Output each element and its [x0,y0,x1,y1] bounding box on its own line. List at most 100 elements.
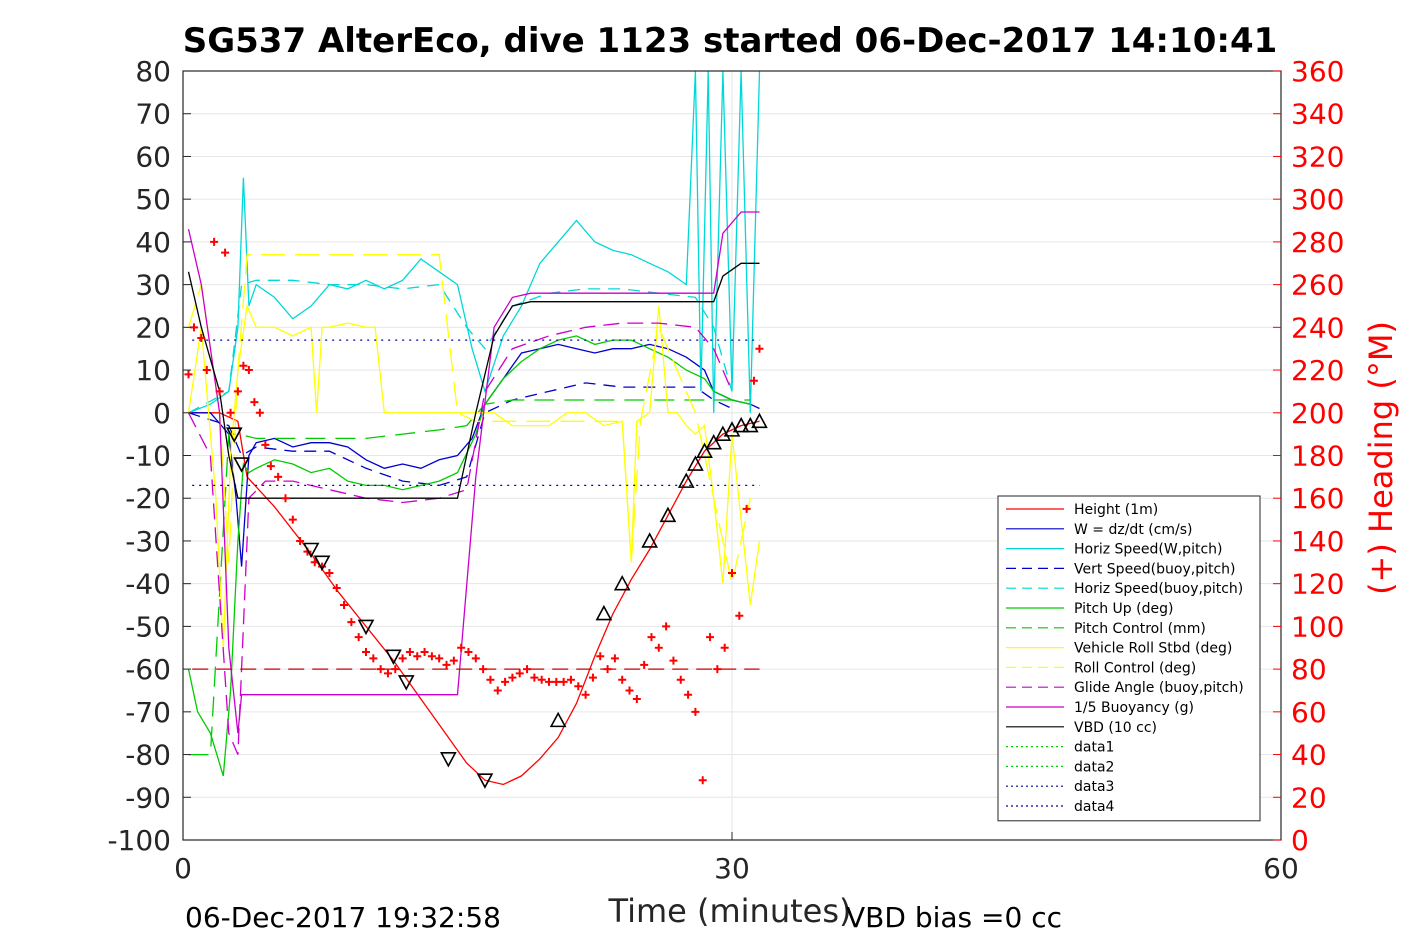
series-line-horiz-speed-w-pitch [188,71,761,414]
right-tick-label: 220 [1291,354,1344,387]
dive-marker [357,619,375,636]
right-tick-label: 40 [1291,739,1327,772]
dive-marker [677,472,695,488]
right-axis-label: (+) Heading (°M) [1362,321,1400,595]
left-tick-label: 30 [135,269,171,302]
heading-point [435,654,444,663]
series-lines [187,71,761,786]
dive-marker [385,649,402,665]
left-tick-label: -40 [125,568,171,601]
dive-marker [687,455,704,471]
series-line-height-1m [188,412,760,786]
left-tick-label: -30 [125,525,171,558]
right-tick-label: 0 [1291,824,1309,857]
heading-point [720,643,729,652]
heading-point [413,652,422,661]
legend-label: Vehicle Roll Stbd (deg) [1074,641,1232,657]
right-tick-label: 200 [1291,397,1344,430]
heading-point [749,376,758,385]
heading-point [383,669,392,678]
heading-point [479,665,488,674]
heading-point [654,643,663,652]
left-tick-label: -80 [125,739,171,772]
heading-point [266,462,275,471]
right-tick-label: 160 [1291,482,1344,515]
legend: Height (1m) W = dz/dt (cm/s) Horiz Speed(W… [997,495,1261,822]
dive-marker [313,555,331,571]
heading-point [226,408,235,417]
heading-point [515,669,524,678]
legend-label: Vert Speed(buoy,pitch) [1074,561,1236,577]
heading-point [391,665,400,674]
legend-label: Height (1m) [1074,502,1158,518]
legend-label: 1/5 Buoyancy (g) [1074,700,1194,716]
heading-point [239,361,248,370]
heading-point [288,515,297,524]
series-line-vbd-10-cc [187,262,760,499]
left-tick-label: -10 [125,440,171,473]
heading-point [537,675,546,684]
heading-point [471,654,480,663]
heading-point [464,648,473,657]
left-tick-label: 0 [153,397,171,430]
heading-point [332,583,341,592]
dive-marker [302,542,320,559]
dive-marker [613,574,631,591]
legend-label: Pitch Control (mm) [1074,621,1206,637]
heading-point [442,660,451,669]
dive-marker [751,412,768,429]
series-line-pitch-up-deg [187,335,751,777]
legend-label: Horiz Speed(W,pitch) [1074,542,1222,558]
left-tick-label: 40 [135,226,171,259]
left-axis-ticks: 80 70 60 50 40 30 20 10 0 -10 -20 -30 -40 -50 -60 -70 -8… [107,55,191,857]
heading-point [340,601,349,610]
heading-point [325,568,334,577]
heading-point [530,673,539,682]
right-tick-label: 240 [1291,311,1344,344]
heading-point [449,656,458,665]
x-axis-label: Time (minutes) [608,892,852,930]
heading-point [405,648,414,657]
dive-marker [549,711,567,728]
heading-point [261,440,270,449]
left-tick-label: -50 [125,610,171,643]
heading-point [728,568,736,577]
right-tick-label: 100 [1291,610,1344,643]
heading-point [486,675,495,684]
left-tick-label: -60 [125,653,171,686]
dive-marker [641,532,658,548]
heading-point [618,675,627,684]
left-tick-label: -100 [107,824,171,857]
chart-title: SG537 AlterEco, dive 1123 started 06-Dec… [183,21,1278,61]
legend-label: VBD (10 cc) [1074,720,1157,736]
heading-point [369,654,378,663]
heading-point [281,494,290,503]
dive-marker [225,427,243,443]
heading-point [523,665,532,674]
heading-point [362,648,370,657]
dive-marker [696,442,713,459]
heading-point [244,366,253,375]
legend-label: W = dz/dt (cm/s) [1074,522,1193,538]
dive-marker [233,457,250,473]
heading-point [354,633,363,642]
heading-point [501,677,510,686]
right-tick-label: 260 [1291,269,1344,302]
heading-point [735,611,744,620]
heading-point [574,682,583,691]
heading-point [457,643,466,652]
heading-point [596,652,605,661]
dive-marker [397,675,415,691]
heading-point [508,673,517,682]
series-line-vehicle-roll-stbd-deg [187,303,761,648]
right-tick-label: 180 [1291,440,1344,473]
series-line-vert-speed-buoy-pitch [188,382,733,487]
legend-label: data1 [1074,740,1114,756]
left-tick-label: 10 [135,354,171,387]
left-tick-label: 50 [135,183,171,216]
heading-point [684,690,693,699]
right-tick-label: 340 [1291,98,1344,131]
heading-point [669,656,678,665]
heading-point [706,633,715,642]
heading-point [691,707,700,716]
